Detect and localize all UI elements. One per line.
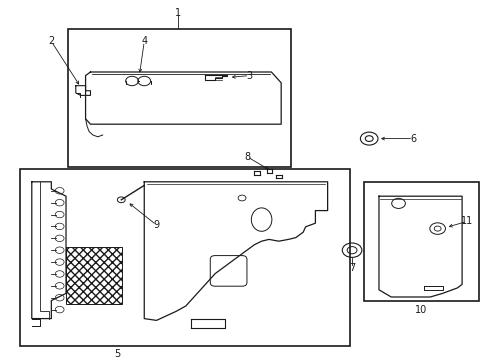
- Text: 1: 1: [175, 8, 181, 18]
- Text: 4: 4: [141, 36, 147, 46]
- Text: 11: 11: [460, 216, 472, 226]
- Bar: [66, 247, 122, 304]
- Text: 3: 3: [246, 71, 252, 81]
- Text: 2: 2: [48, 36, 54, 46]
- Text: 9: 9: [153, 220, 159, 230]
- Text: 7: 7: [348, 263, 354, 273]
- Text: 6: 6: [409, 134, 415, 144]
- Bar: [364, 182, 478, 301]
- Text: 10: 10: [414, 305, 427, 315]
- Text: 5: 5: [114, 348, 120, 359]
- Bar: [68, 29, 290, 167]
- Bar: [20, 169, 349, 346]
- Text: 8: 8: [244, 152, 249, 162]
